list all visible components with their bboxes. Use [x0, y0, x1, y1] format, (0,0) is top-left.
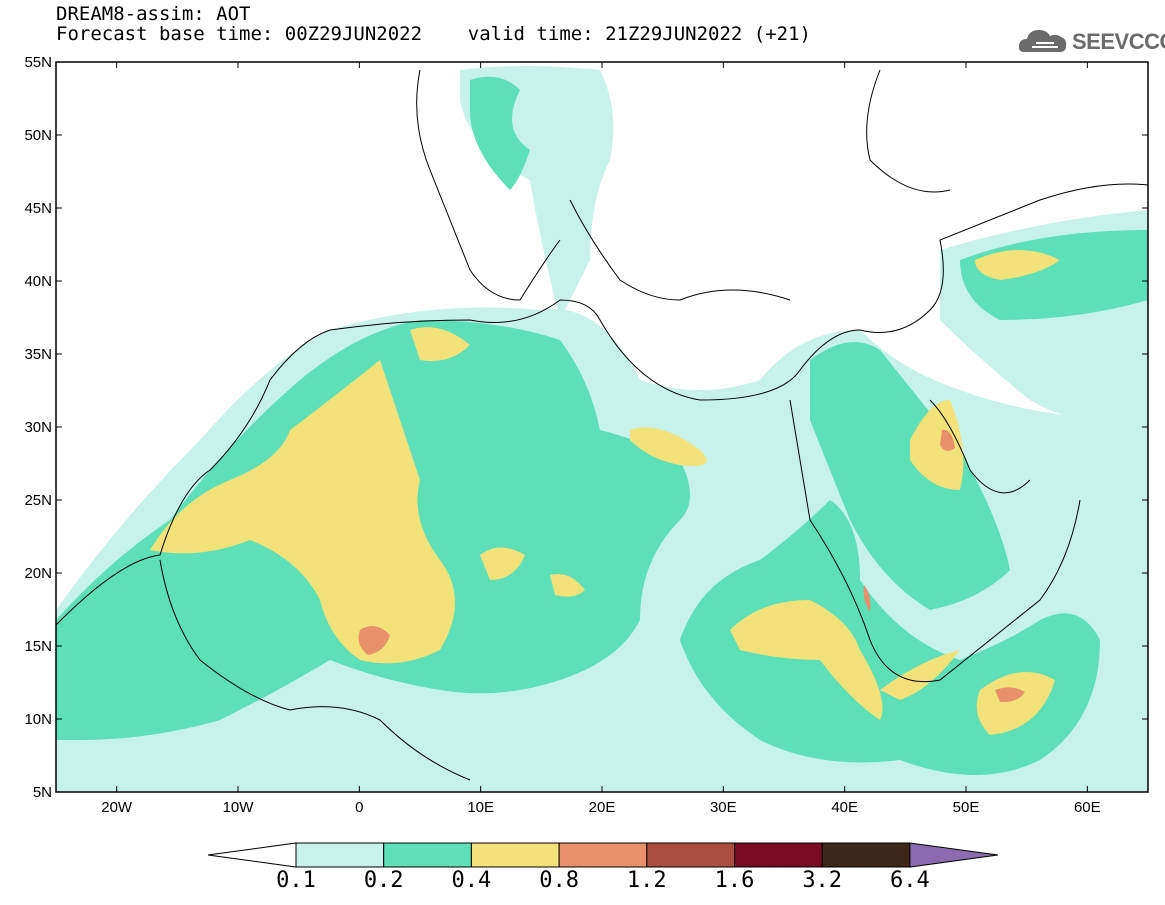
colorbar — [207, 842, 998, 868]
lat-tick-label: 10N — [24, 711, 52, 728]
logo-text: SEEVCCC — [1072, 29, 1165, 54]
aot-contour-0.8 — [358, 429, 1025, 703]
colorbar-under-triangle — [207, 842, 297, 868]
lon-tick-label: 60E — [1074, 799, 1101, 816]
aot-contour-0.4 — [150, 250, 1060, 735]
colorbar-over-triangle — [909, 842, 998, 868]
lat-tick-label: 30N — [24, 419, 52, 436]
lon-tick-label: 20E — [589, 799, 616, 816]
lon-tick-label: 10W — [223, 799, 255, 816]
colorbar-label: 0.1 — [276, 868, 316, 893]
coastlines — [56, 69, 1148, 781]
lat-tick-label: 35N — [24, 346, 52, 363]
lon-tick-label: 50E — [953, 799, 980, 816]
colorbar-label: 0.2 — [363, 868, 404, 893]
colorbar-segment — [295, 842, 385, 868]
lon-tick-label: 40E — [831, 799, 858, 816]
map-title: DREAM8-assim: AOT — [56, 3, 251, 25]
lon-tick-label: 30E — [710, 799, 737, 816]
seevccc-logo: SEEVCCC — [1018, 22, 1165, 58]
forecast-time-label: Forecast base time: 00Z29JUN2022 valid t… — [56, 23, 811, 45]
lat-tick-label: 5N — [33, 784, 52, 801]
lat-tick-label: 55N — [24, 54, 52, 71]
lat-tick-label: 40N — [24, 273, 52, 290]
colorbar-segment — [734, 842, 823, 868]
colorbar-label: 1.2 — [626, 868, 667, 893]
cloud-icon — [1018, 30, 1067, 52]
lat-tick-label: 50N — [24, 127, 52, 144]
lat-tick-label: 25N — [24, 492, 52, 509]
lat-tick-label: 45N — [24, 200, 52, 217]
aot-field — [56, 66, 1148, 792]
colorbar-segment — [646, 842, 735, 868]
colorbar-segment — [470, 842, 560, 868]
axis-ticks: 55N 50N 45N 40N 35N 30N 25N 20N 15N 10N 5N 20W 10W 0 1… — [24, 54, 1148, 816]
lat-tick-label: 15N — [24, 638, 52, 655]
colorbar-segment — [821, 842, 911, 868]
colorbar-label: 3.2 — [802, 868, 843, 893]
colorbar-segment — [383, 842, 472, 868]
colorbar-label: 0.8 — [539, 868, 579, 893]
colorbar-label: 0.4 — [451, 868, 492, 893]
colorbar-segment — [558, 842, 648, 868]
colorbar-label: 6.4 — [890, 868, 930, 893]
lon-tick-label: 10E — [467, 799, 494, 816]
lat-tick-label: 20N — [24, 565, 52, 582]
lon-tick-label: 20W — [101, 799, 133, 816]
colorbar-label: 1.6 — [714, 868, 755, 893]
lon-tick-label: 0 — [355, 799, 363, 816]
